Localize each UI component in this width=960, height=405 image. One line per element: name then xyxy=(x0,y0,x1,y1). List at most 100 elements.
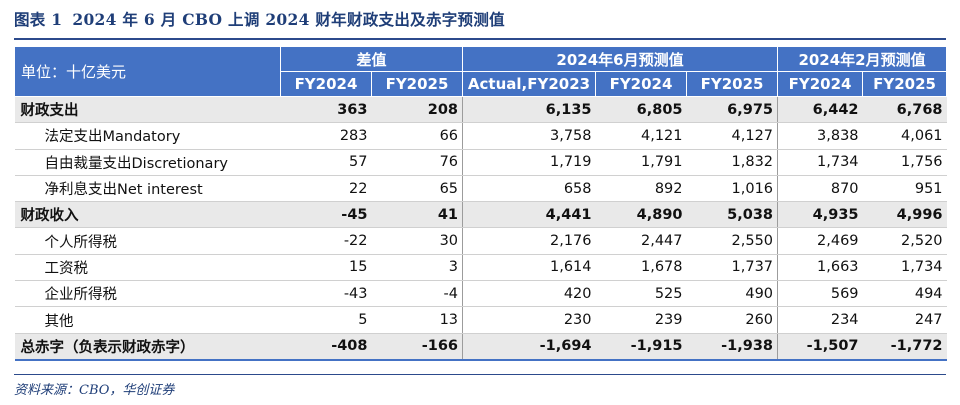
table-row: 自由裁量支出Discretionary 57 76 1,719 1,791 1,832 1,… xyxy=(14,149,947,176)
table-cell: 2,520 xyxy=(862,227,947,255)
table-row: 工资税 15 3 1,614 1,678 1,737 1,663 1,734 xyxy=(14,254,947,282)
table-row: 企业所得税 -43 -4 420 525 490 569 494 xyxy=(14,280,947,308)
table-cell: 4,441 xyxy=(462,201,596,229)
table-cell: 57 xyxy=(280,149,372,176)
table-cell: 4,890 xyxy=(595,201,687,229)
table-cell: 4,121 xyxy=(595,122,687,150)
table-cell: -22 xyxy=(280,227,372,255)
table-cell: 5,038 xyxy=(686,201,779,229)
table-cell: -4 xyxy=(371,280,464,308)
table-cell: 6,805 xyxy=(595,96,687,124)
table-cell: 4,996 xyxy=(862,201,947,229)
table-cell: 494 xyxy=(862,280,947,308)
table-cell: 1,791 xyxy=(595,149,687,176)
table-cell: 870 xyxy=(777,175,863,203)
table-row: 法定支出Mandatory 283 66 3,758 4,121 4,127 3,838 4,… xyxy=(14,122,947,150)
table-cell: 1,678 xyxy=(595,254,687,282)
table-cell: 3 xyxy=(371,254,464,282)
header-row-columns: FY2024 FY2025 Actual,FY2023 FY2024 FY202… xyxy=(15,71,948,97)
source-note: 资料来源：CBO，华创证券 xyxy=(14,383,175,398)
row-label: 企业所得税 xyxy=(14,280,281,308)
table-cell: 239 xyxy=(595,306,687,334)
table-row: 财政收入 -45 41 4,441 4,890 5,038 4,935 4,996 xyxy=(14,201,947,229)
table-cell: 658 xyxy=(462,175,596,203)
title-divider xyxy=(14,38,946,40)
table-cell: -1,772 xyxy=(862,333,947,361)
table-cell: 4,935 xyxy=(777,201,863,229)
column-header: FY2025 xyxy=(862,71,948,97)
row-label: 财政收入 xyxy=(14,201,281,229)
table-cell: 6,135 xyxy=(462,96,596,124)
group-header-diff: 差值 xyxy=(279,46,464,72)
table-cell: 234 xyxy=(777,306,863,334)
row-label: 个人所得税 xyxy=(14,227,281,255)
table-cell: 76 xyxy=(371,149,464,176)
table-cell: 247 xyxy=(862,306,947,334)
table-cell: 1,832 xyxy=(686,149,779,176)
column-header: FY2025 xyxy=(370,71,464,97)
row-label: 自由裁量支出Discretionary xyxy=(14,149,281,176)
budget-table: 单位：十亿美元 差值 2024年6月预测值 2024年2月预测值 FY2024 … xyxy=(14,46,948,361)
figure-title: 图表 1 2024 年 6 月 CBO 上调 2024 财年财政支出及赤字预测值 xyxy=(14,8,515,30)
column-header: FY2024 xyxy=(595,71,688,97)
table-cell: 951 xyxy=(862,175,947,203)
table-cell: 260 xyxy=(686,306,779,334)
column-header: FY2024 xyxy=(280,71,372,97)
table-cell: -1,694 xyxy=(462,333,596,361)
table-cell: 525 xyxy=(595,280,687,308)
table-cell: -43 xyxy=(280,280,372,308)
column-header: FY2025 xyxy=(686,71,779,97)
unit-label: 单位：十亿美元 xyxy=(14,46,281,97)
table-cell: 363 xyxy=(280,96,372,124)
table-cell: -45 xyxy=(280,201,372,229)
table-row: 财政支出 363 208 6,135 6,805 6,975 6,442 6,768 xyxy=(14,96,947,124)
table-cell: 1,016 xyxy=(686,175,779,203)
row-label: 法定支出Mandatory xyxy=(14,122,281,150)
table-cell: 490 xyxy=(686,280,779,308)
table-cell: 6,975 xyxy=(686,96,779,124)
table-cell: 1,614 xyxy=(462,254,596,282)
table-cell: 6,442 xyxy=(777,96,863,124)
table-cell: 4,061 xyxy=(862,122,947,150)
column-header: FY2024 xyxy=(777,71,864,97)
table-cell: 4,127 xyxy=(686,122,779,150)
table-cell: 283 xyxy=(280,122,372,150)
table-cell: 1,663 xyxy=(777,254,863,282)
table-cell: 65 xyxy=(371,175,464,203)
table-cell: 66 xyxy=(371,122,464,150)
table-cell: 1,737 xyxy=(686,254,779,282)
table-cell: 15 xyxy=(280,254,372,282)
table-cell: 1,734 xyxy=(862,254,947,282)
table-body: 财政支出 363 208 6,135 6,805 6,975 6,442 6,768 法定支出M… xyxy=(14,96,947,361)
table-cell: 2,447 xyxy=(595,227,687,255)
table-cell: 3,758 xyxy=(462,122,596,150)
row-label: 净利息支出Net interest xyxy=(14,175,281,203)
table-cell: 1,756 xyxy=(862,149,947,176)
table-cell: 6,768 xyxy=(862,96,947,124)
table-cell: 569 xyxy=(777,280,863,308)
table-cell: -1,915 xyxy=(595,333,687,361)
group-header-june: 2024年6月预测值 xyxy=(462,46,779,72)
table-row: 净利息支出Net interest 22 65 658 892 1,016 870 951 xyxy=(14,175,947,203)
row-label: 总赤字（负表示财政赤字） xyxy=(14,333,281,361)
table-cell: 208 xyxy=(371,96,464,124)
row-label: 财政支出 xyxy=(14,96,281,124)
table-cell: 5 xyxy=(280,306,372,334)
group-header-feb: 2024年2月预测值 xyxy=(777,46,948,72)
table-cell: 13 xyxy=(371,306,464,334)
source-divider xyxy=(14,374,946,375)
table-cell: 41 xyxy=(371,201,464,229)
table-cell: 892 xyxy=(595,175,687,203)
figure-title-text: 2024 年 6 月 CBO 上调 2024 财年财政支出及赤字预测值 xyxy=(72,10,505,29)
table-cell: 1,734 xyxy=(777,149,863,176)
table-row: 个人所得税 -22 30 2,176 2,447 2,550 2,469 2,520 xyxy=(14,227,947,255)
table-row: 其他 5 13 230 239 260 234 247 xyxy=(14,306,947,334)
header-row-groups: 单位：十亿美元 差值 2024年6月预测值 2024年2月预测值 xyxy=(14,46,948,97)
table-cell: -408 xyxy=(280,333,372,361)
table-row: 总赤字（负表示财政赤字） -408 -166 -1,694 -1,915 -1,938 -1… xyxy=(14,333,947,361)
table-cell: 22 xyxy=(280,175,372,203)
table-cell: -1,507 xyxy=(777,333,863,361)
table-cell: 230 xyxy=(462,306,596,334)
column-header: Actual,FY2023 xyxy=(462,71,597,97)
figure-number: 图表 1 xyxy=(14,10,63,29)
